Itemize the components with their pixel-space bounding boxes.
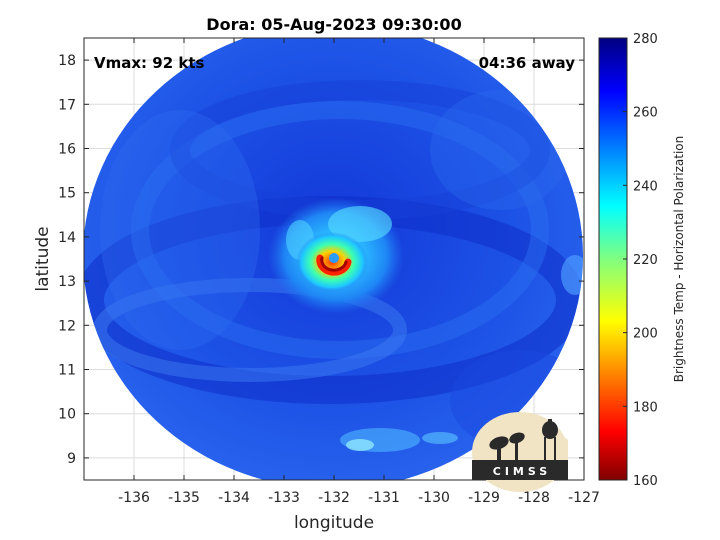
x-tick-label: -134	[218, 490, 250, 506]
colorbar-tick-label: 160	[633, 474, 658, 489]
x-tick-label: -135	[168, 490, 200, 506]
y-tick-label: 18	[58, 53, 76, 69]
x-tick-label: -128	[518, 490, 550, 506]
chart-title: Dora: 05-Aug-2023 09:30:00	[206, 15, 461, 34]
y-tick-label: 17	[58, 97, 76, 113]
x-tick-label: -133	[268, 490, 300, 506]
y-axis-ticks: 9 10 11 12 13 14 15 16 17 18	[58, 53, 584, 467]
vmax-annotation: Vmax: 92 kts	[94, 54, 204, 72]
colorbar	[598, 37, 628, 481]
y-tick-label: 11	[58, 363, 76, 379]
y-tick-label: 13	[58, 274, 76, 290]
colorbar-tick-label: 260	[633, 106, 658, 121]
cimss-logo: CIMSS	[472, 412, 568, 492]
x-tick-label: -127	[568, 490, 600, 506]
brightness-temperature-swath	[84, 38, 583, 480]
colorbar-tick-label: 220	[633, 253, 658, 268]
colorbar-tick-label: 200	[633, 327, 658, 342]
colorbar-tick-label: 280	[633, 32, 658, 47]
time-away-annotation: 04:36 away	[479, 54, 576, 72]
x-tick-label: -129	[468, 490, 500, 506]
colorbar-ticks: 160 180 200 220 240 260 280	[623, 32, 658, 489]
y-tick-label: 9	[67, 451, 76, 467]
x-tick-label: -132	[318, 490, 350, 506]
cimss-logo-text: CIMSS	[493, 465, 551, 478]
y-tick-label: 14	[58, 230, 76, 246]
colorbar-tick-label: 180	[633, 400, 658, 415]
x-tick-label: -136	[118, 490, 150, 506]
x-axis-ticks: -136 -135 -134 -133 -132 -131 -130 -129 -128 -127	[118, 38, 600, 506]
x-tick-label: -131	[368, 490, 400, 506]
colorbar-tick-label: 240	[633, 179, 658, 194]
x-axis-label: longitude	[294, 513, 374, 533]
y-tick-label: 16	[58, 142, 76, 158]
colorbar-label: Brightness Temp - Horizontal Polarizatio…	[672, 136, 686, 383]
y-tick-label: 12	[58, 318, 76, 334]
y-tick-label: 15	[58, 186, 76, 202]
x-tick-label: -130	[418, 490, 450, 506]
y-axis-label: latitude	[33, 226, 53, 291]
y-tick-label: 10	[58, 407, 76, 423]
